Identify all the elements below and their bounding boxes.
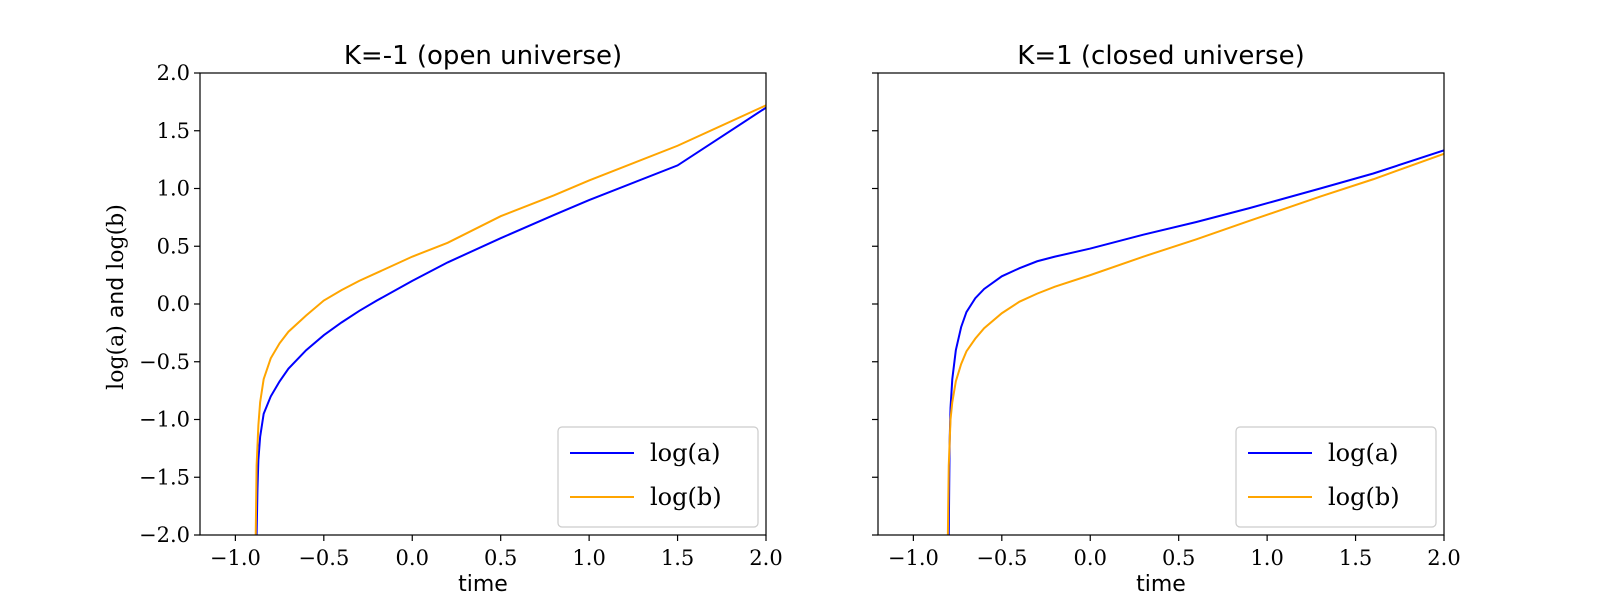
y-tick-label: 2.0 [157, 61, 190, 85]
chart-title: K=1 (closed universe) [1017, 41, 1304, 71]
x-tick-label: −0.5 [298, 546, 349, 570]
x-tick-label: 1.0 [572, 546, 605, 570]
y-tick-label: −1.0 [139, 408, 190, 432]
legend-label-log-a: log(a) [650, 439, 721, 467]
y-tick-label: −0.5 [139, 350, 190, 374]
y-axis-label: log(a) and log(b) [104, 204, 129, 390]
y-tick-label: 1.5 [157, 119, 190, 143]
x-tick-label: 0.5 [1162, 546, 1195, 570]
legend-label-log-b: log(b) [650, 483, 722, 511]
x-tick-label: 1.0 [1250, 546, 1283, 570]
x-tick-label: 2.0 [1427, 546, 1460, 570]
legend-label-log-b: log(b) [1328, 483, 1400, 511]
series-line-log-b [946, 152, 1444, 535]
x-tick-label: −1.0 [210, 546, 261, 570]
x-tick-label: 0.5 [484, 546, 517, 570]
y-tick-label: 0.0 [157, 292, 190, 316]
chart-panel-1: −1.0 −0.5 0.0 0.5 1.0 1.5 2.0 2.0 1.5 1.0 0.5 0.0 −0… [139, 41, 783, 597]
series-line-log-a [947, 149, 1444, 535]
x-tick-label: 1.5 [661, 546, 694, 570]
y-tick-label: −1.5 [139, 465, 190, 489]
y-tick-label: 1.0 [157, 177, 190, 201]
y-tick-label: −2.0 [139, 523, 190, 547]
x-tick-label: 0.0 [1074, 546, 1107, 570]
x-tick-label: −1.0 [888, 546, 939, 570]
x-axis-label: time [1136, 572, 1186, 597]
chart-title: K=-1 (open universe) [344, 41, 622, 71]
x-tick-label: 2.0 [749, 546, 782, 570]
x-tick-label: 1.5 [1339, 546, 1372, 570]
y-tick-label: 0.5 [157, 234, 190, 258]
chart-panel-2: −1.0 −0.5 0.0 0.5 1.0 1.5 2.0 K=1 (closed unive… [872, 41, 1461, 597]
series-line-log-a [255, 106, 766, 535]
x-tick-label: −0.5 [976, 546, 1027, 570]
series-line-log-b [254, 104, 766, 535]
legend-label-log-a: log(a) [1328, 439, 1399, 467]
legend: log(a) log(b) [1235, 426, 1437, 528]
legend: log(a) log(b) [557, 426, 759, 528]
x-tick-label: 0.0 [396, 546, 429, 570]
x-axis-label: time [458, 572, 508, 597]
